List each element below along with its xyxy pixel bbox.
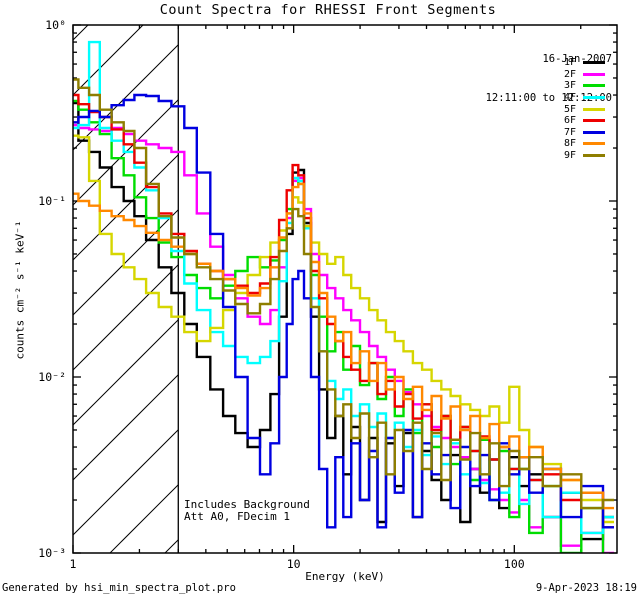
series-8F — [73, 182, 614, 510]
tick-labels: 1 10 100 10⁰ 10⁻¹ 10⁻² 10⁻³ — [38, 18, 524, 571]
legend-swatch-6F — [583, 119, 605, 123]
legend-item-8F: 8F — [564, 138, 605, 150]
legend-swatch-8F — [583, 142, 605, 146]
legend-item-9F: 9F — [564, 150, 605, 162]
annotation-includes-background: Includes Background — [184, 498, 310, 511]
legend-label-5F: 5F — [563, 103, 576, 115]
legend-swatch-4F — [583, 96, 605, 100]
annotation-attenuator-state: Att A0, FDecim 1 — [184, 510, 290, 523]
legend-item-3F: 3F — [564, 80, 605, 92]
series-9F — [73, 78, 614, 510]
legend-label-2F: 2F — [563, 68, 576, 80]
legend: 1F 2F 3F 4F 5F 6F 7F 8F 9F — [564, 57, 605, 161]
legend-item-6F: 6F — [564, 115, 605, 127]
legend-label-3F: 3F — [563, 80, 576, 92]
legend-item-1F: 1F — [564, 57, 605, 69]
legend-item-2F: 2F — [564, 69, 605, 81]
y-tick-label: 10⁻² — [38, 370, 66, 384]
legend-label-7F: 7F — [563, 126, 576, 138]
plot-frame — [72, 24, 618, 554]
legend-swatch-7F — [583, 130, 605, 134]
legend-label-1F: 1F — [563, 57, 576, 69]
chart-title: Count Spectra for RHESSI Front Segments — [159, 2, 497, 18]
series-group — [73, 40, 614, 553]
plot-timestamp: 9-Apr-2023 18:19 — [535, 582, 637, 594]
legend-item-4F: 4F — [564, 92, 605, 104]
y-tick-label: 10⁻¹ — [38, 194, 66, 208]
legend-label-9F: 9F — [563, 150, 576, 162]
generated-by-text: Generated by hsi_min_spectra_plot.pro — [2, 582, 236, 594]
legend-item-5F: 5F — [564, 103, 605, 115]
legend-label-4F: 4F — [563, 92, 576, 104]
x-tick-label: 1 — [70, 557, 77, 571]
legend-label-8F: 8F — [563, 138, 576, 150]
legend-item-7F: 7F — [564, 127, 605, 139]
series-7F — [73, 93, 614, 529]
legend-label-6F: 6F — [563, 115, 576, 127]
y-axis-label: counts cm⁻² s⁻¹ keV⁻¹ — [13, 220, 27, 360]
x-tick-label: 10 — [287, 557, 301, 571]
x-tick-label: 100 — [504, 557, 525, 571]
legend-swatch-1F — [583, 61, 605, 65]
legend-swatch-3F — [583, 84, 605, 88]
y-tick-label: 10⁰ — [45, 18, 66, 32]
series-5F — [73, 134, 614, 524]
legend-swatch-5F — [583, 107, 605, 111]
legend-swatch-2F — [583, 72, 605, 76]
legend-swatch-9F — [583, 154, 605, 158]
x-axis-label: Energy (keV) — [305, 570, 385, 583]
y-tick-label: 10⁻³ — [38, 546, 66, 560]
